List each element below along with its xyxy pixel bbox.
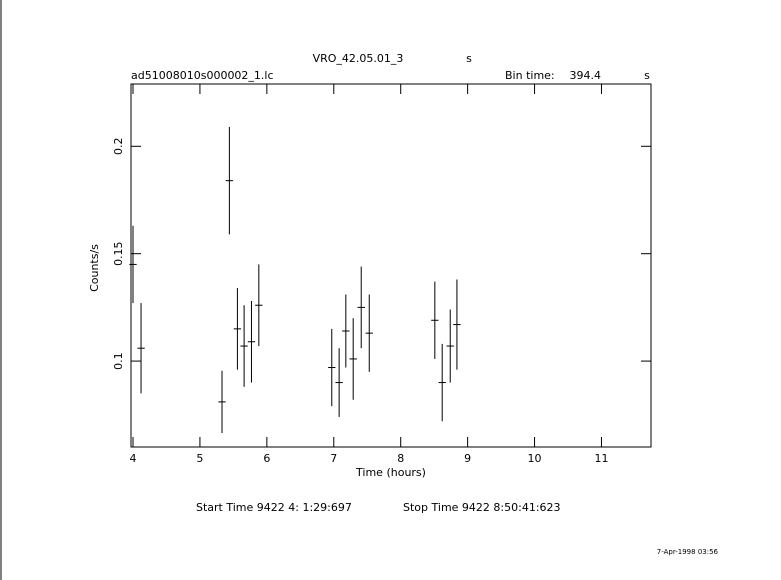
x-tick-label: 5 xyxy=(196,452,203,465)
start-time: Start Time 9422 4: 1:29:697 xyxy=(196,501,352,514)
x-tick-label: 10 xyxy=(528,452,542,465)
y-tick-label: 0.2 xyxy=(112,138,125,156)
x-tick-label: 6 xyxy=(263,452,270,465)
bin-time: 394.4 xyxy=(570,69,602,82)
x-tick-label: 4 xyxy=(130,452,137,465)
plot-frame xyxy=(130,83,652,448)
y-tick-label: 0.15 xyxy=(112,241,125,266)
x-axis-label: Time (hours) xyxy=(355,466,426,479)
y-axis-label: Counts/s xyxy=(88,244,101,292)
file-name: ad51008010s000002_1.lc xyxy=(131,69,274,82)
y-tick-label: 0.1 xyxy=(112,352,125,370)
x-tick-label: 11 xyxy=(594,452,608,465)
chart-title: VRO_42.05.01_3 xyxy=(313,52,404,65)
x-tick-label: 7 xyxy=(330,452,337,465)
title-unit: s xyxy=(466,52,472,65)
bin-time-unit: s xyxy=(644,69,650,82)
x-tick-label: 9 xyxy=(464,452,471,465)
stop-time: Stop Time 9422 8:50:41:623 xyxy=(403,501,561,514)
x-tick-label: 8 xyxy=(397,452,404,465)
date: 7-Apr-1998 03:56 xyxy=(657,548,719,556)
bin-time-label: Bin time: xyxy=(505,69,555,82)
